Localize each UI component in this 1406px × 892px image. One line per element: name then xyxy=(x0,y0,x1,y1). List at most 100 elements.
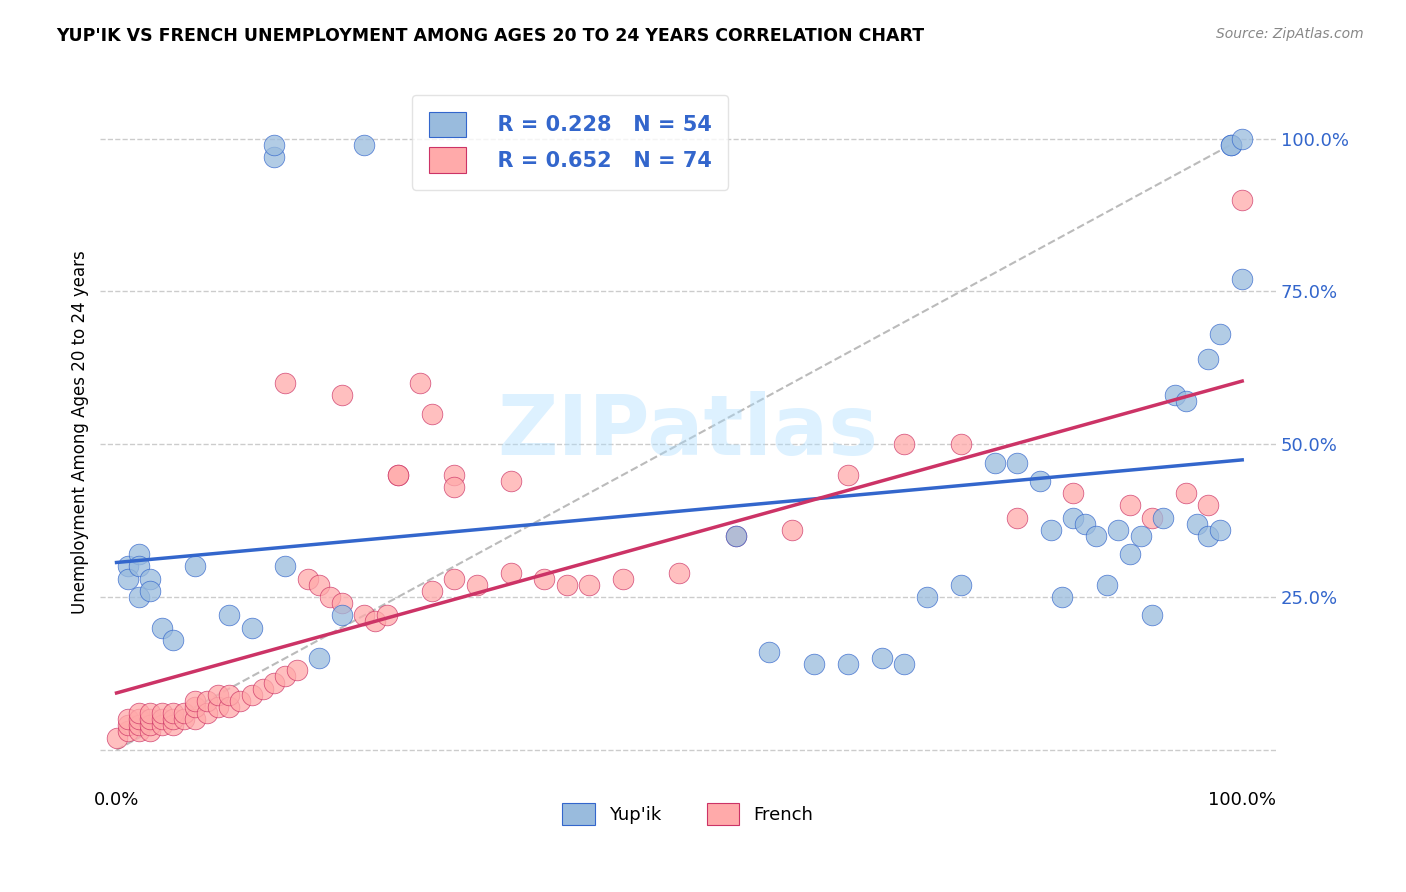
Point xyxy=(420,407,443,421)
Point xyxy=(1163,388,1185,402)
Point xyxy=(1174,394,1197,409)
Point xyxy=(1062,510,1084,524)
Text: ZIPatlas: ZIPatlas xyxy=(498,392,879,473)
Point xyxy=(533,572,555,586)
Point xyxy=(1095,578,1118,592)
Point xyxy=(353,137,375,152)
Point xyxy=(1028,474,1050,488)
Point xyxy=(1118,498,1140,512)
Point xyxy=(465,578,488,592)
Point xyxy=(1197,351,1219,366)
Point xyxy=(375,608,398,623)
Point xyxy=(387,467,409,482)
Point xyxy=(1152,510,1174,524)
Point xyxy=(308,578,330,592)
Point xyxy=(139,583,162,598)
Point xyxy=(117,572,139,586)
Y-axis label: Unemployment Among Ages 20 to 24 years: Unemployment Among Ages 20 to 24 years xyxy=(72,250,89,614)
Point xyxy=(162,712,184,726)
Point xyxy=(218,700,240,714)
Point xyxy=(578,578,600,592)
Point xyxy=(195,706,218,720)
Point xyxy=(1174,486,1197,500)
Text: YUP'IK VS FRENCH UNEMPLOYMENT AMONG AGES 20 TO 24 YEARS CORRELATION CHART: YUP'IK VS FRENCH UNEMPLOYMENT AMONG AGES… xyxy=(56,27,924,45)
Point xyxy=(949,437,972,451)
Point xyxy=(139,572,162,586)
Point xyxy=(1073,516,1095,531)
Point xyxy=(893,437,915,451)
Point xyxy=(218,688,240,702)
Point xyxy=(173,712,195,726)
Point xyxy=(150,706,173,720)
Legend: Yup'ik, French: Yup'ik, French xyxy=(553,794,823,834)
Point xyxy=(117,559,139,574)
Point xyxy=(1062,486,1084,500)
Point xyxy=(128,718,150,732)
Point xyxy=(263,675,285,690)
Text: Source: ZipAtlas.com: Source: ZipAtlas.com xyxy=(1216,27,1364,41)
Point xyxy=(162,718,184,732)
Point xyxy=(780,523,803,537)
Point xyxy=(105,731,128,745)
Point xyxy=(274,376,297,390)
Point xyxy=(443,480,465,494)
Point xyxy=(184,559,207,574)
Point xyxy=(1185,516,1208,531)
Point xyxy=(837,467,859,482)
Point xyxy=(409,376,432,390)
Point xyxy=(330,388,353,402)
Point xyxy=(420,583,443,598)
Point xyxy=(139,718,162,732)
Point xyxy=(319,590,342,604)
Point xyxy=(330,608,353,623)
Point xyxy=(1129,529,1152,543)
Point xyxy=(949,578,972,592)
Point xyxy=(173,706,195,720)
Point xyxy=(1039,523,1062,537)
Point xyxy=(263,150,285,164)
Point xyxy=(1197,529,1219,543)
Point xyxy=(285,664,308,678)
Point xyxy=(162,706,184,720)
Point xyxy=(1050,590,1073,604)
Point xyxy=(837,657,859,672)
Point xyxy=(150,718,173,732)
Point xyxy=(1140,608,1163,623)
Point xyxy=(195,694,218,708)
Point xyxy=(150,621,173,635)
Point xyxy=(207,688,229,702)
Point xyxy=(915,590,938,604)
Point xyxy=(1208,327,1230,342)
Point xyxy=(1118,547,1140,561)
Point xyxy=(128,547,150,561)
Point xyxy=(1107,523,1129,537)
Point xyxy=(229,694,252,708)
Point xyxy=(1230,272,1253,286)
Point xyxy=(240,688,263,702)
Point xyxy=(330,596,353,610)
Point xyxy=(724,529,747,543)
Point xyxy=(184,694,207,708)
Point xyxy=(387,467,409,482)
Point xyxy=(117,718,139,732)
Point xyxy=(308,651,330,665)
Point xyxy=(353,608,375,623)
Point xyxy=(274,669,297,683)
Point xyxy=(240,621,263,635)
Point xyxy=(555,578,578,592)
Point xyxy=(184,700,207,714)
Point xyxy=(1140,510,1163,524)
Point xyxy=(117,724,139,739)
Point xyxy=(803,657,825,672)
Point xyxy=(139,706,162,720)
Point xyxy=(668,566,690,580)
Point xyxy=(364,615,387,629)
Point xyxy=(128,724,150,739)
Point xyxy=(612,572,634,586)
Point xyxy=(443,572,465,586)
Point xyxy=(1230,131,1253,145)
Point xyxy=(443,467,465,482)
Point xyxy=(1005,510,1028,524)
Point xyxy=(1219,137,1241,152)
Point xyxy=(139,724,162,739)
